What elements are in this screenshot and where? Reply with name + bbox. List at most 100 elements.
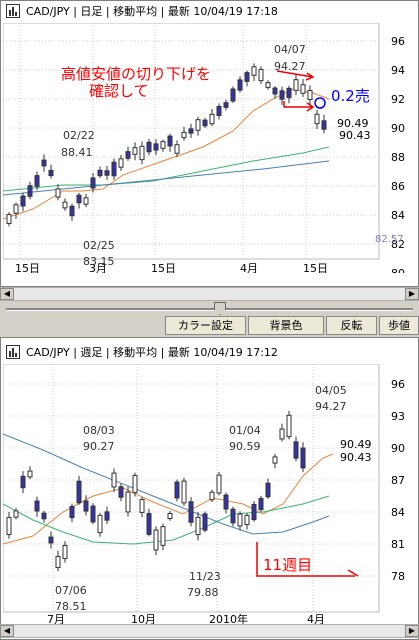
daily-x-tick: 3月 bbox=[89, 262, 107, 273]
candle bbox=[104, 511, 110, 521]
candle bbox=[167, 135, 173, 147]
candle bbox=[90, 177, 96, 189]
scroll-left-icon[interactable]: ◀ bbox=[0, 288, 14, 300]
candle bbox=[111, 472, 117, 488]
daily-y-tick: 86 bbox=[391, 180, 405, 193]
scroll-left-icon[interactable]: ◀ bbox=[0, 625, 14, 637]
candle bbox=[62, 544, 68, 560]
candle bbox=[55, 555, 61, 569]
candle bbox=[195, 516, 201, 536]
daily-annotation-line1: 高値安値の切り下げを bbox=[61, 65, 211, 83]
weekly-ma-short bbox=[3, 453, 334, 545]
scroll-right-icon[interactable]: ▶ bbox=[405, 625, 419, 637]
candle bbox=[244, 72, 250, 82]
daily-chart-title: CAD/JPY | 日足 | 移動平均 | 最新 10/04/19 17:18 bbox=[26, 5, 278, 18]
candle bbox=[209, 113, 215, 125]
candle bbox=[188, 501, 194, 523]
daily-title-bar: CAD/JPY | 日足 | 移動平均 | 最新 10/04/19 17:18 bbox=[1, 1, 418, 21]
daily-ma-long bbox=[3, 160, 330, 196]
chart-icon[interactable] bbox=[6, 345, 20, 359]
candle bbox=[34, 175, 40, 187]
candle bbox=[6, 214, 12, 224]
candle bbox=[27, 470, 33, 478]
candle bbox=[20, 195, 26, 207]
weekly-plot-area[interactable]: 96 93 90 87 84 81 78 7月 10月 2010年 4月 08/… bbox=[3, 364, 418, 626]
candle bbox=[258, 497, 264, 511]
weekly-ma-mid bbox=[3, 495, 330, 545]
candle bbox=[146, 513, 152, 535]
candle bbox=[118, 158, 124, 168]
weekly-label-value: 94.27 bbox=[315, 400, 347, 413]
candle bbox=[97, 169, 103, 177]
weekly-week-label: 11週目 bbox=[263, 556, 312, 574]
daily-last-low: 90.43 bbox=[339, 129, 371, 142]
weekly-y-tick: 90 bbox=[391, 442, 405, 455]
candle bbox=[153, 143, 159, 151]
candle bbox=[188, 128, 194, 134]
slider-thumb[interactable] bbox=[214, 302, 226, 315]
weekly-last-low: 90.43 bbox=[340, 451, 372, 464]
candle bbox=[90, 505, 96, 523]
candle bbox=[286, 414, 292, 438]
candle bbox=[62, 201, 68, 209]
candle bbox=[230, 508, 236, 524]
candle bbox=[160, 141, 166, 149]
chart-icon[interactable] bbox=[6, 4, 20, 18]
candle bbox=[258, 68, 264, 82]
candle bbox=[125, 151, 131, 159]
weekly-label-value: 78.51 bbox=[55, 600, 87, 613]
daily-chart-panel: CAD/JPY | 日足 | 移動平均 | 最新 10/04/19 17:18 … bbox=[0, 0, 419, 287]
candle bbox=[139, 499, 145, 513]
daily-x-tick: 15日 bbox=[303, 262, 328, 273]
weekly-label-date: 11/23 bbox=[189, 570, 221, 583]
candle bbox=[132, 474, 138, 494]
candle bbox=[293, 79, 299, 91]
daily-red-trend-arrow bbox=[276, 70, 315, 81]
candle bbox=[237, 513, 243, 527]
invert-button[interactable]: 反転 bbox=[326, 316, 377, 335]
candle bbox=[293, 441, 299, 459]
candle bbox=[251, 66, 257, 76]
daily-plot-area[interactable]: 96 94 92 90 88 86 84 82 80 82.57 15日 3月 … bbox=[3, 23, 418, 273]
candle bbox=[265, 82, 271, 88]
daily-red-sell-arrow bbox=[283, 101, 315, 112]
daily-annotation-line2: 確認して bbox=[89, 82, 149, 100]
color-settings-button[interactable]: カラー設定 bbox=[165, 316, 246, 335]
candle bbox=[174, 144, 180, 154]
candle bbox=[251, 503, 257, 521]
candle bbox=[300, 84, 306, 94]
daily-y-tick: 96 bbox=[391, 35, 405, 48]
candle bbox=[69, 505, 75, 519]
weekly-chart-title: CAD/JPY | 週足 | 移動平均 | 最新 10/04/19 17:12 bbox=[26, 346, 278, 359]
weekly-x-tick: 7月 bbox=[47, 613, 65, 626]
daily-label-high-value: 88.41 bbox=[61, 146, 93, 159]
zoom-slider[interactable] bbox=[0, 302, 419, 316]
candle bbox=[167, 513, 173, 519]
weekly-label-value: 90.27 bbox=[83, 440, 115, 453]
candle bbox=[104, 170, 110, 176]
daily-x-tick: 15日 bbox=[15, 262, 40, 273]
weekly-label-value: 90.59 bbox=[229, 440, 261, 453]
candle bbox=[279, 428, 285, 440]
candle bbox=[237, 79, 243, 91]
candle bbox=[272, 456, 278, 464]
daily-scrollbar[interactable]: ◀ ▶ bbox=[0, 287, 419, 301]
weekly-y-tick: 93 bbox=[391, 410, 405, 423]
weekly-scrollbar[interactable]: ◀ ▶ bbox=[0, 624, 419, 638]
weekly-x-tick: 4月 bbox=[307, 613, 325, 626]
weekly-label-value: 79.88 bbox=[187, 586, 219, 599]
scroll-right-icon[interactable]: ▶ bbox=[405, 288, 419, 300]
candle bbox=[83, 500, 89, 512]
candle bbox=[34, 500, 40, 512]
weekly-y-tick: 96 bbox=[391, 378, 405, 391]
background-color-button[interactable]: 背景色 bbox=[248, 316, 324, 335]
candle bbox=[216, 474, 222, 494]
candle bbox=[307, 90, 313, 100]
candle bbox=[244, 514, 250, 526]
daily-y-tick: 92 bbox=[391, 93, 405, 106]
daily-label-low-value: 83.15 bbox=[83, 255, 115, 268]
weekly-label-date: 01/04 bbox=[229, 424, 261, 437]
candle bbox=[111, 161, 117, 177]
candle bbox=[20, 475, 26, 489]
step-value-button[interactable]: 歩値 bbox=[379, 316, 419, 335]
